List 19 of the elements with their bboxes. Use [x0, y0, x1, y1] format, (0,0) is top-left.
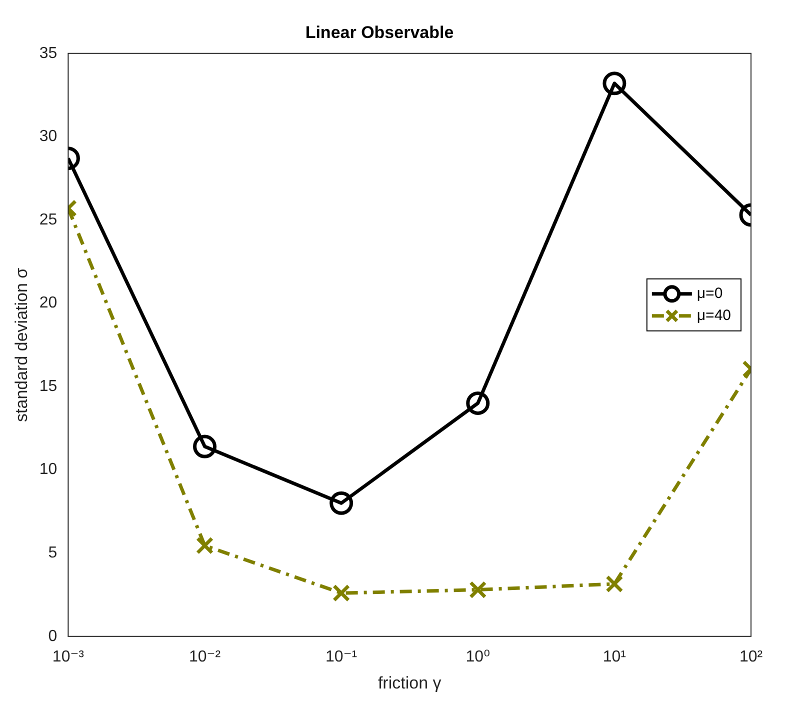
- legend-label: μ=40: [696, 307, 732, 324]
- x-tick-label: 10⁰: [466, 648, 490, 666]
- x-tick-label: 10¹: [602, 648, 626, 666]
- y-tick-label: 5: [48, 544, 58, 562]
- y-tick-label: 15: [39, 378, 58, 395]
- x-tick-label: 10⁻²: [188, 648, 222, 666]
- x-axis-title: friction γ: [378, 673, 442, 692]
- chart-title: Linear Observable: [305, 22, 454, 42]
- x-tick-label: 10⁻³: [52, 648, 85, 666]
- legend-label: μ=0: [696, 285, 723, 302]
- y-tick-label: 25: [39, 211, 58, 228]
- y-tick-label: 10: [39, 461, 58, 478]
- y-axis-title: standard deviation σ: [12, 267, 31, 422]
- x-tick-label: 10⁻¹: [326, 648, 358, 666]
- y-tick-label: 20: [39, 294, 58, 312]
- y-tick-label: 30: [39, 128, 58, 146]
- x-tick-label: 10²: [739, 648, 764, 666]
- y-tick-label: 35: [39, 44, 58, 62]
- y-tick-label: 0: [48, 628, 58, 645]
